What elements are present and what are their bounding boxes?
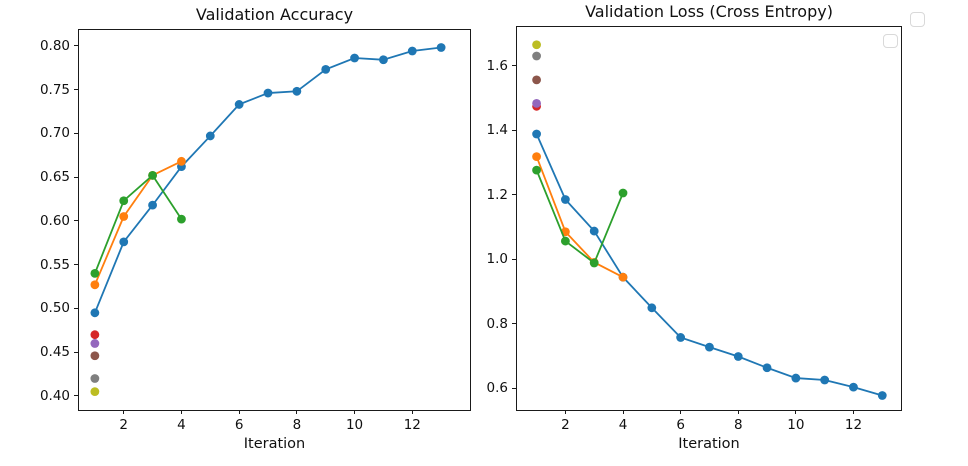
- loss-plot-area: [516, 26, 902, 411]
- x-tick-label: 12: [844, 417, 863, 433]
- x-tick-label: 4: [618, 417, 628, 433]
- y-tick-label: 0.70: [39, 125, 70, 142]
- y-tick-label: 0.60: [39, 212, 70, 229]
- x-tick-label: 10: [345, 417, 364, 433]
- empty-legend-box-inner: [883, 34, 898, 48]
- y-tick-label: 1.0: [486, 251, 508, 268]
- x-tick-label: 8: [292, 417, 302, 433]
- y-tick-label: 0.80: [39, 37, 70, 54]
- loss-chart-title: Validation Loss (Cross Entropy): [585, 2, 833, 21]
- y-tick-mark: [74, 132, 78, 134]
- x-tick-label: 4: [177, 417, 186, 433]
- y-tick-mark: [512, 387, 516, 389]
- x-tick-mark: [238, 410, 240, 414]
- y-tick-mark: [512, 323, 516, 325]
- y-tick-label: 0.50: [39, 300, 70, 317]
- y-tick-mark: [74, 395, 78, 397]
- x-tick-label: 12: [403, 417, 421, 433]
- x-tick-label: 10: [787, 417, 805, 433]
- y-tick-label: 0.75: [39, 81, 70, 98]
- x-tick-mark: [622, 410, 624, 414]
- y-tick-label: 0.55: [39, 256, 70, 273]
- y-tick-label: 0.65: [39, 169, 70, 186]
- x-tick-mark: [411, 410, 413, 414]
- y-tick-label: 0.45: [39, 344, 70, 361]
- y-tick-mark: [512, 194, 516, 196]
- y-tick-mark: [74, 45, 78, 47]
- x-tick-label: 8: [733, 417, 743, 433]
- x-tick-mark: [296, 410, 298, 414]
- x-tick-mark: [354, 410, 356, 414]
- accuracy-chart-title: Validation Accuracy: [195, 5, 354, 24]
- y-tick-label: 0.40: [39, 387, 70, 404]
- x-tick-label: 2: [119, 417, 129, 433]
- y-tick-mark: [512, 258, 516, 260]
- x-tick-mark: [680, 410, 682, 414]
- y-tick-mark: [74, 264, 78, 266]
- y-tick-mark: [512, 129, 516, 131]
- y-tick-mark: [74, 176, 78, 178]
- y-tick-label: 0.8: [486, 315, 508, 332]
- x-tick-label: 6: [234, 417, 244, 433]
- y-tick-mark: [512, 65, 516, 67]
- y-tick-label: 1.4: [486, 122, 508, 139]
- x-tick-label: 6: [676, 417, 685, 433]
- x-tick-mark: [795, 410, 797, 414]
- x-tick-mark: [180, 410, 182, 414]
- y-tick-label: 1.6: [486, 57, 508, 74]
- loss-x-axis-label: Iteration: [678, 436, 740, 452]
- empty-legend-box-outer: [910, 12, 925, 27]
- y-tick-mark: [74, 89, 78, 91]
- x-tick-mark: [737, 410, 739, 414]
- y-tick-label: 1.2: [486, 186, 508, 203]
- x-tick-label: 2: [561, 417, 570, 433]
- x-tick-mark: [123, 410, 125, 414]
- y-tick-mark: [74, 351, 78, 353]
- y-tick-mark: [74, 307, 78, 309]
- y-tick-label: 0.6: [486, 380, 508, 397]
- y-tick-mark: [74, 220, 78, 222]
- x-tick-mark: [852, 410, 854, 414]
- accuracy-x-axis-label: Iteration: [243, 436, 306, 452]
- x-tick-mark: [564, 410, 566, 414]
